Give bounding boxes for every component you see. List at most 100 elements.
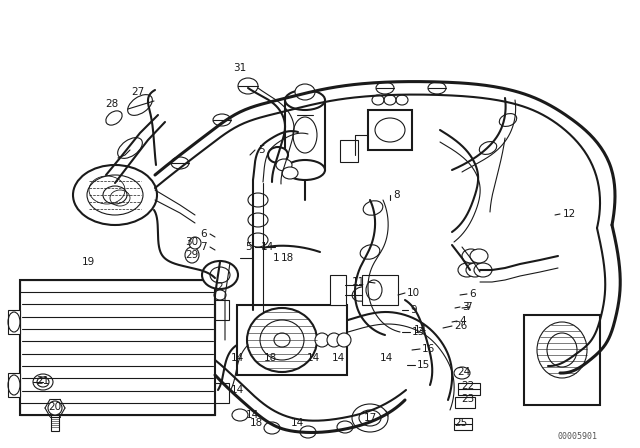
Text: 14: 14 [291,418,303,428]
Text: 16: 16 [422,344,435,354]
Text: 14: 14 [413,325,427,335]
Bar [215,383,229,403]
Text: 25: 25 [454,418,468,428]
Text: 26: 26 [454,321,467,331]
Ellipse shape [118,138,142,158]
Ellipse shape [274,333,290,347]
Ellipse shape [499,114,516,126]
Ellipse shape [352,404,388,432]
Bar [368,110,412,150]
Text: 6: 6 [469,289,476,299]
Text: 14: 14 [332,353,344,363]
Ellipse shape [454,367,470,379]
Bar [20,280,215,292]
Bar [20,403,215,415]
Ellipse shape [264,422,280,434]
Bar [215,300,229,320]
Text: 13: 13 [412,327,425,337]
Text: 15: 15 [417,360,430,370]
Ellipse shape [295,84,315,100]
Ellipse shape [238,78,258,94]
Text: 23: 23 [461,394,475,404]
Ellipse shape [337,421,353,433]
Ellipse shape [300,426,316,438]
Ellipse shape [202,261,238,289]
Ellipse shape [106,111,122,125]
Ellipse shape [127,95,152,116]
Bar [20,280,215,415]
Text: 14: 14 [230,353,244,363]
Text: 5: 5 [258,145,264,155]
Text: 5: 5 [245,242,252,252]
Ellipse shape [470,249,488,263]
Bar [524,315,600,405]
Bar [237,305,347,375]
Text: 11: 11 [352,277,365,287]
Bar [454,418,472,430]
Bar [340,140,358,162]
Text: 24: 24 [458,367,470,377]
Ellipse shape [268,147,288,163]
Ellipse shape [466,263,484,277]
Text: 14: 14 [380,353,392,363]
Bar [51,415,59,431]
Text: 18: 18 [250,418,262,428]
Text: 7: 7 [200,242,207,252]
Ellipse shape [285,160,325,180]
Ellipse shape [282,167,298,179]
Text: 2: 2 [217,282,223,292]
Ellipse shape [458,263,476,277]
Text: 12: 12 [563,209,576,219]
Ellipse shape [360,245,380,259]
Ellipse shape [189,237,201,249]
Ellipse shape [315,333,329,347]
Ellipse shape [103,186,127,204]
Ellipse shape [372,409,388,421]
Text: 8: 8 [393,190,399,200]
Ellipse shape [327,333,341,347]
Text: 14: 14 [245,410,259,420]
Ellipse shape [232,409,248,421]
Text: 22: 22 [461,381,475,391]
Text: 27: 27 [131,87,145,97]
Text: 4: 4 [459,316,466,326]
Text: 28: 28 [106,99,118,109]
Text: 1: 1 [273,253,279,263]
Ellipse shape [213,114,231,126]
Text: 6: 6 [200,229,207,239]
Text: 19: 19 [81,257,95,267]
Text: 30: 30 [186,237,198,247]
Text: 14: 14 [307,353,319,363]
Ellipse shape [428,82,446,94]
Ellipse shape [376,82,394,94]
Ellipse shape [248,213,268,227]
Bar [8,310,20,334]
Ellipse shape [214,290,226,300]
Ellipse shape [352,287,372,301]
Ellipse shape [33,374,53,390]
Text: 29: 29 [186,250,198,260]
Ellipse shape [479,142,497,155]
Text: 31: 31 [234,63,246,73]
Ellipse shape [363,201,383,215]
Bar [330,275,346,305]
Ellipse shape [474,263,492,277]
Text: 20: 20 [49,402,61,412]
Bar [458,383,480,395]
Text: 18: 18 [280,253,294,263]
Bar [455,397,475,408]
Text: 17: 17 [364,413,376,423]
Text: 21: 21 [36,376,50,386]
Bar [8,373,20,397]
Ellipse shape [248,233,268,247]
Text: 9: 9 [410,305,417,315]
Bar [362,275,398,305]
Ellipse shape [276,159,292,171]
Ellipse shape [337,333,351,347]
Text: 10: 10 [407,288,420,298]
Text: 3: 3 [462,302,468,312]
Ellipse shape [462,249,480,263]
Bar [285,100,325,170]
Text: 00005901: 00005901 [558,431,598,440]
Ellipse shape [171,157,189,169]
